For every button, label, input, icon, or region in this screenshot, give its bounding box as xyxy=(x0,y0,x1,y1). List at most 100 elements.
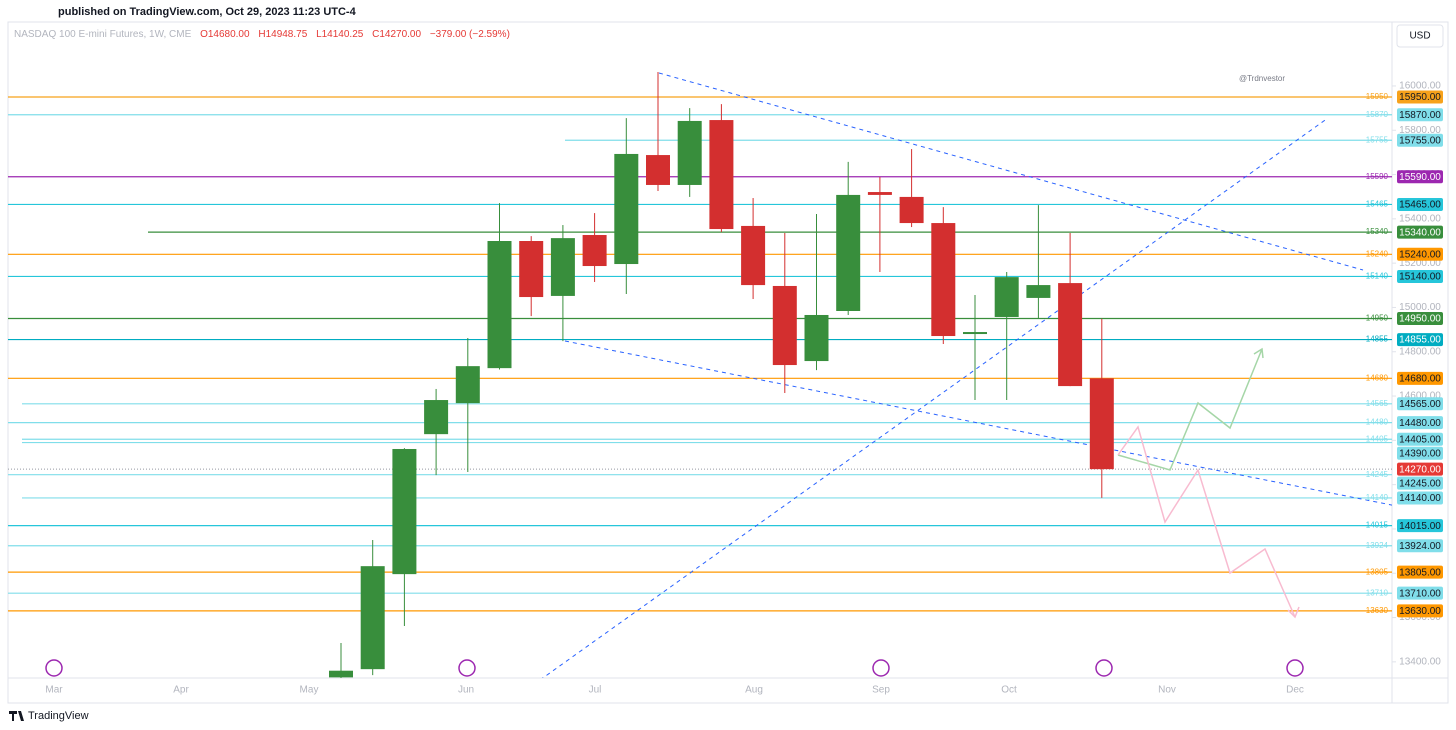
price-badge-label: 14390.00 xyxy=(1399,448,1441,459)
candle-body xyxy=(931,223,956,337)
price-badge-label: 14270.00 xyxy=(1399,464,1441,475)
price-badge-label: 13805.00 xyxy=(1399,567,1441,578)
price-badge xyxy=(1397,247,1443,261)
legend: NASDAQ 100 E-mini Futures, 1W, CME O1468… xyxy=(14,29,510,40)
level-value: 13805 xyxy=(1366,567,1389,576)
price-badge-label: 14405.00 xyxy=(1399,434,1441,445)
level-value: 15950 xyxy=(1366,92,1389,101)
level-value: 15140 xyxy=(1366,272,1389,281)
candle-body xyxy=(836,194,861,311)
price-badge xyxy=(1397,519,1443,533)
candle-body xyxy=(646,155,670,185)
ohlc-change: −379.00 (−2.59%) xyxy=(430,29,510,40)
event-icon[interactable] xyxy=(1095,659,1113,677)
level-value: 14855 xyxy=(1366,335,1389,344)
price-badge-label: 15870.00 xyxy=(1399,110,1441,121)
y-tick-label: 15200.00 xyxy=(1399,258,1441,269)
candle-body xyxy=(329,670,353,678)
level-value: 14140 xyxy=(1366,493,1389,502)
frame xyxy=(7,21,1449,704)
candle-body xyxy=(519,241,544,298)
level-value: 14950 xyxy=(1366,314,1389,323)
price-badge-label: 13710.00 xyxy=(1399,588,1441,599)
trend-line xyxy=(541,117,1329,678)
brand: TradingView xyxy=(28,710,89,722)
y-tick-label: 16000.00 xyxy=(1399,81,1441,92)
price-badge xyxy=(1397,90,1443,104)
level-value: 14405 xyxy=(1366,434,1389,443)
candle-body xyxy=(899,196,924,224)
candle-body xyxy=(772,285,797,366)
price-badge-label: 14245.00 xyxy=(1399,478,1441,489)
level-value: 13710 xyxy=(1366,588,1389,597)
trend-line xyxy=(564,340,1392,506)
candle-body xyxy=(550,238,575,296)
price-badge xyxy=(1397,197,1443,211)
price-badge xyxy=(1397,539,1443,553)
x-tick-label: Oct xyxy=(1001,685,1017,696)
price-badge-label: 14855.00 xyxy=(1399,335,1441,346)
event-icons xyxy=(45,659,1304,677)
drawings xyxy=(541,72,1392,678)
event-icon[interactable] xyxy=(1286,659,1304,677)
price-badge-label: 15465.00 xyxy=(1399,200,1441,211)
price-badge-label: 14015.00 xyxy=(1399,521,1441,532)
ohlc-open: O14680.00 xyxy=(200,29,250,40)
trend-line xyxy=(658,72,1364,271)
level-value: 13630 xyxy=(1366,606,1389,615)
candle-body xyxy=(392,448,417,575)
candle-body xyxy=(1089,378,1114,470)
y-tick-label: 13400.00 xyxy=(1399,656,1441,667)
event-icon[interactable] xyxy=(45,659,63,677)
candle-body xyxy=(487,241,512,369)
price-badge-label: 14950.00 xyxy=(1399,314,1441,325)
level-value: 15870 xyxy=(1366,110,1389,119)
ohlc-high: H14948.75 xyxy=(258,29,307,40)
candle-body xyxy=(614,153,639,265)
y-tick-label: 15400.00 xyxy=(1399,213,1441,224)
candle-body xyxy=(804,314,829,362)
y-tick-label: 15000.00 xyxy=(1399,302,1441,313)
x-tick-label: Sep xyxy=(872,685,890,696)
price-badge xyxy=(1397,269,1443,283)
price-badge-label: 13630.00 xyxy=(1399,606,1441,617)
price-badge xyxy=(1397,604,1443,618)
price-badge xyxy=(1397,333,1443,347)
brand-logo xyxy=(9,711,24,721)
event-icon[interactable] xyxy=(872,659,890,677)
price-badge-label: 15755.00 xyxy=(1399,135,1441,146)
candle-body xyxy=(1026,285,1051,298)
ohlc-low: L14140.25 xyxy=(316,29,364,40)
y-tick-label: 13600.00 xyxy=(1399,612,1441,623)
price-badge xyxy=(1397,371,1443,385)
price-badge-label: 14140.00 xyxy=(1399,493,1441,504)
x-tick-label: Aug xyxy=(745,685,763,696)
candle-body xyxy=(677,120,702,185)
level-value: 15465 xyxy=(1366,200,1389,209)
price-badge-label: 14680.00 xyxy=(1399,373,1441,384)
level-value: 14015 xyxy=(1366,521,1389,530)
price-axis: 13400.0013600.0013800.0014000.0014200.00… xyxy=(1392,81,1443,667)
price-badge xyxy=(1397,446,1443,460)
price-badge-label: 14480.00 xyxy=(1399,418,1441,429)
price-badge-label: 15340.00 xyxy=(1399,227,1441,238)
price-badge xyxy=(1397,462,1443,476)
event-icon[interactable] xyxy=(458,659,476,677)
x-tick-label: Nov xyxy=(1158,685,1176,696)
candle-body xyxy=(867,192,892,195)
level-value: 15755 xyxy=(1366,135,1389,144)
price-badge xyxy=(1397,397,1443,411)
x-tick-label: Apr xyxy=(173,685,189,696)
candle-body xyxy=(360,566,385,670)
candle-body xyxy=(741,225,766,286)
candle-body xyxy=(963,332,987,335)
level-value: 14565 xyxy=(1366,399,1389,408)
x-tick-label: Jun xyxy=(458,685,474,696)
price-badge xyxy=(1397,432,1443,446)
price-badge xyxy=(1397,586,1443,600)
symbol: NASDAQ 100 E-mini Futures, 1W, CME xyxy=(14,29,192,40)
price-badge xyxy=(1397,416,1443,430)
currency-button[interactable] xyxy=(1396,24,1444,48)
